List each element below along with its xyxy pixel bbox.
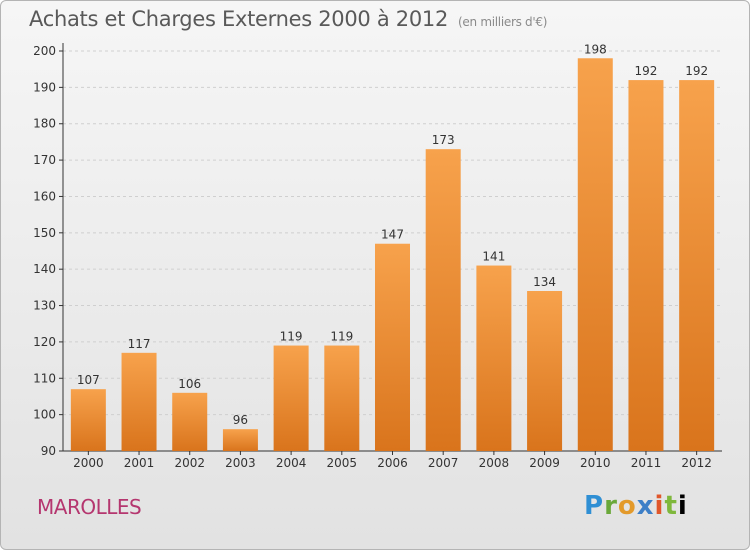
data-label: 173	[432, 133, 455, 147]
logo-letter: r	[604, 491, 618, 521]
bars	[70, 58, 715, 451]
data-label: 119	[280, 330, 303, 344]
bar	[324, 345, 360, 451]
data-label: 141	[482, 250, 505, 264]
x-tick-label: 2010	[580, 456, 611, 470]
x-tick-label: 2004	[276, 456, 307, 470]
bar	[172, 392, 208, 451]
x-tick-label: 2011	[631, 456, 662, 470]
bar	[70, 389, 106, 451]
bar	[527, 291, 563, 451]
chart-unit: (en milliers d'€)	[458, 15, 548, 29]
data-label: 192	[685, 64, 708, 78]
data-label: 119	[330, 330, 353, 344]
y-tick-label: 110	[33, 371, 56, 385]
y-tick-label: 180	[33, 117, 56, 131]
logo-letter: i	[654, 491, 665, 521]
chart-title: Achats et Charges Externes 2000 à 2012 (e…	[29, 7, 547, 31]
y-tick-label: 90	[41, 444, 56, 458]
y-tick-label: 150	[33, 226, 56, 240]
x-tick-label: 2007	[428, 456, 459, 470]
data-label: 134	[533, 275, 556, 289]
bar	[121, 352, 157, 451]
y-tick-label: 160	[33, 189, 56, 203]
x-tick-label: 2003	[225, 456, 256, 470]
logo-letter: t	[664, 491, 678, 521]
place-name: MAROLLES	[37, 495, 142, 519]
x-tick-label: 2001	[124, 456, 155, 470]
y-tick-label: 130	[33, 299, 56, 313]
bar	[425, 149, 461, 451]
logo-letter: o	[617, 491, 637, 521]
data-label: 117	[128, 337, 151, 351]
proxiti-logo: Proxiti	[584, 491, 688, 521]
x-tick-label: 2000	[73, 456, 104, 470]
data-label: 198	[584, 42, 607, 56]
y-tick-label: 170	[33, 153, 56, 167]
x-tick-label: 2006	[377, 456, 408, 470]
logo-letter: i	[677, 491, 688, 521]
y-tick-label: 190	[33, 80, 56, 94]
x-tick-label: 2012	[681, 456, 712, 470]
data-label: 107	[77, 373, 100, 387]
logo-letter: x	[636, 491, 655, 521]
bar	[222, 429, 258, 451]
y-tick-label: 100	[33, 408, 56, 422]
bar	[375, 243, 410, 451]
data-label: 147	[381, 228, 404, 242]
bar	[679, 80, 715, 451]
x-tick-label: 2009	[529, 456, 560, 470]
bar	[577, 58, 613, 451]
data-label: 96	[233, 413, 248, 427]
x-tick-label: 2008	[479, 456, 510, 470]
y-tick-label: 200	[33, 44, 56, 58]
bar	[628, 80, 664, 451]
data-label: 106	[178, 377, 201, 391]
x-tick-label: 2005	[327, 456, 358, 470]
data-label: 192	[635, 64, 658, 78]
bar	[476, 265, 512, 451]
y-tick-label: 140	[33, 262, 56, 276]
bar	[273, 345, 309, 451]
chart-title-text: Achats et Charges Externes 2000 à 2012	[29, 7, 449, 31]
logo-letter: P	[584, 491, 605, 521]
labels: 90 100 110 120 130 140 150 160 170 180 190 200 2000 1…	[33, 42, 712, 470]
y-tick-label: 120	[33, 335, 56, 349]
x-tick-label: 2002	[174, 456, 205, 470]
